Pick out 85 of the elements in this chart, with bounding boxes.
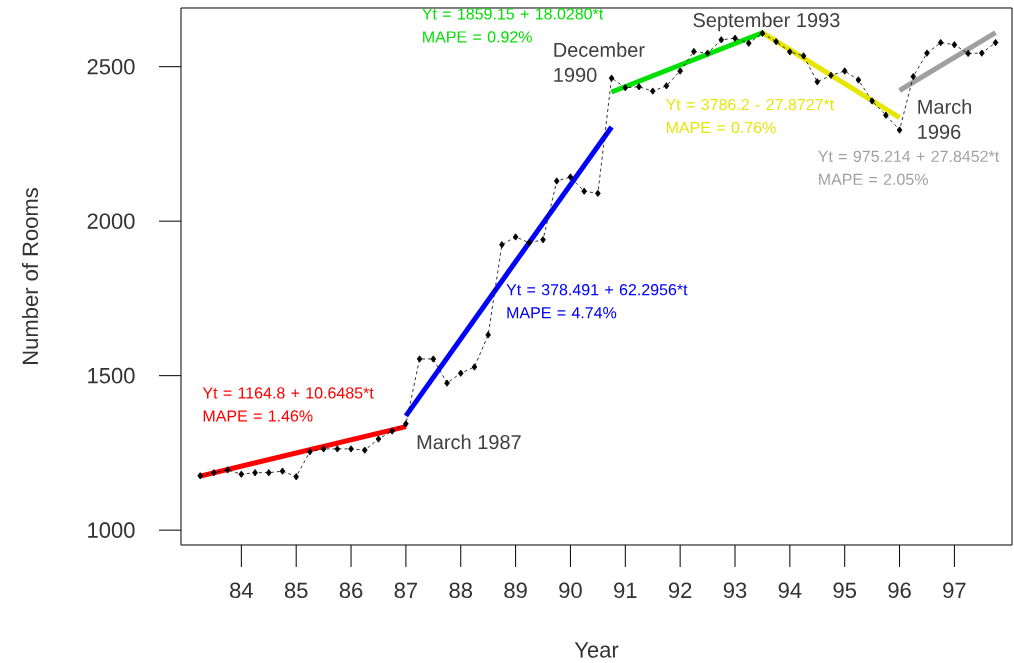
x-tick-label: 86 <box>339 582 363 599</box>
series-label: Yt = 1164.8 + 10.6485*t MAPE = 1.46% <box>202 387 374 422</box>
series-label: Yt = 3786.2 - 27.8727*t MAPE = 0.76% <box>665 98 835 134</box>
point <box>800 52 807 60</box>
point <box>896 126 903 134</box>
point <box>636 83 642 91</box>
x-tick-label: 97 <box>943 582 966 599</box>
x-tick-label: 87 <box>394 582 418 599</box>
point <box>279 467 286 475</box>
point <box>512 233 519 241</box>
point <box>718 36 725 44</box>
y-tick-label: 2000 <box>87 213 135 229</box>
point <box>937 38 944 47</box>
point <box>677 67 683 75</box>
point <box>265 469 272 477</box>
point <box>252 469 258 477</box>
x-tick-label: 91 <box>614 582 637 599</box>
point <box>457 369 464 377</box>
x-tick-label: 93 <box>723 582 747 599</box>
point <box>444 379 450 387</box>
y-tick-label: 2500 <box>87 58 135 75</box>
point <box>553 177 560 185</box>
text: Yt = 1859.15 + 18.0280*t MAPE = 0.92% <box>422 8 604 43</box>
point <box>499 241 505 249</box>
point <box>979 49 985 57</box>
point <box>732 34 738 42</box>
x-tick-label: 90 <box>559 582 582 599</box>
point <box>238 470 245 478</box>
x-tick-label: 88 <box>449 582 473 599</box>
point <box>375 435 382 443</box>
point <box>334 445 341 453</box>
y-axis-title: Number of Rooms <box>21 188 39 364</box>
point <box>910 72 917 81</box>
point <box>663 82 670 90</box>
point <box>293 473 299 481</box>
x-tick-label: 85 <box>284 582 308 599</box>
point <box>869 97 875 105</box>
annotation: December 1990 <box>554 42 645 83</box>
point <box>389 427 395 435</box>
point <box>595 189 601 197</box>
point <box>951 41 958 49</box>
point <box>540 236 546 244</box>
point <box>307 448 313 456</box>
annotation: March 1987 <box>417 434 521 450</box>
y-tick-label: 1000 <box>88 522 135 538</box>
x-tick-label: 95 <box>833 582 857 599</box>
point <box>828 71 834 79</box>
point <box>992 38 999 47</box>
point <box>416 355 423 363</box>
point <box>361 446 368 454</box>
point <box>841 67 848 75</box>
point <box>704 49 711 57</box>
x-tick-label: 94 <box>778 582 802 599</box>
point <box>348 445 354 453</box>
point <box>211 469 217 477</box>
annotation: March 1996 <box>918 99 972 139</box>
x-tick-label: 96 <box>888 582 911 599</box>
x-tick-label: 92 <box>668 582 692 599</box>
point <box>649 87 656 95</box>
point <box>403 420 409 428</box>
point <box>883 111 889 119</box>
annotation: September 1993 <box>693 12 840 32</box>
point <box>924 49 930 57</box>
series-label: Yt = 378.491 + 62.2956*t MAPE = 4.74% <box>506 284 688 319</box>
point <box>567 173 574 181</box>
x-tick-label: 89 <box>504 582 527 599</box>
text: Yt = 975.214 + 27.8452*t MAPE = 2.05% <box>818 150 1000 186</box>
x-axis-title: Year <box>574 642 619 658</box>
x-tick-label: 84 <box>230 582 253 599</box>
point <box>485 331 491 339</box>
point <box>608 74 615 82</box>
point <box>773 38 779 46</box>
point <box>197 472 203 480</box>
point <box>814 78 821 86</box>
y-tick-label: 1500 <box>88 367 135 384</box>
point <box>787 48 793 56</box>
point <box>855 76 862 84</box>
point <box>430 355 437 363</box>
point <box>320 445 327 453</box>
point <box>471 363 478 371</box>
point <box>745 39 752 47</box>
point <box>581 187 587 195</box>
point <box>526 239 533 247</box>
point <box>224 466 231 474</box>
point <box>622 84 629 92</box>
